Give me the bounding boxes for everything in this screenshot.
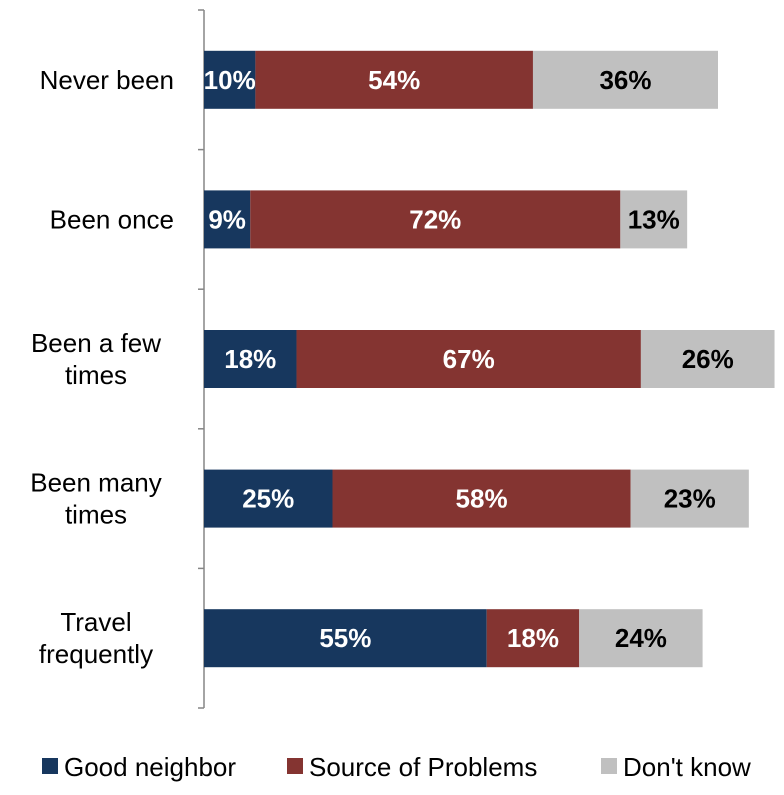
bar-segment-don-t-know [630, 469, 749, 528]
category-label-line: Been many [30, 468, 162, 498]
data-label: 18% [507, 623, 559, 653]
data-label: 72% [409, 204, 461, 234]
bar-segment-good-neighbor [204, 190, 251, 249]
data-label: 67% [443, 344, 495, 374]
bar-segment-good-neighbor [204, 330, 297, 388]
bar-segment-good-neighbor [204, 50, 256, 109]
legend-swatch [42, 758, 58, 774]
data-label: 9% [208, 204, 246, 234]
bar-segment-don-t-know [532, 50, 718, 109]
category-label: Never been [40, 65, 174, 95]
bar-segment-source-of-problems [486, 609, 580, 668]
data-label: 23% [664, 484, 716, 514]
category-label-line: times [65, 360, 127, 390]
data-label: 25% [242, 484, 294, 514]
category-label-line: Been a few [31, 328, 161, 358]
category-label: Travel frequently [39, 607, 153, 669]
legend-swatch [601, 758, 617, 774]
data-label: 36% [599, 65, 651, 95]
data-label: 55% [319, 623, 371, 653]
bar-segment-source-of-problems [250, 190, 621, 249]
legend-swatch [287, 758, 303, 774]
bar-segment-source-of-problems [255, 50, 533, 109]
category-label-line: Been once [50, 204, 174, 234]
category-label-line: frequently [39, 639, 153, 669]
category-label: Been many times [30, 468, 162, 530]
bar-segment-source-of-problems [296, 330, 641, 388]
category-label-line: Travel [60, 607, 131, 637]
bar-segment-good-neighbor [204, 609, 487, 668]
data-label: 24% [615, 623, 667, 653]
data-label: 58% [456, 484, 508, 514]
bar-segment-don-t-know [620, 190, 688, 249]
legend: Good neighbor Source of Problems Don't kno… [42, 752, 751, 782]
bar-segment-source-of-problems [332, 469, 631, 528]
bar-segment-good-neighbor [204, 469, 333, 528]
category-label: Been a few times [31, 328, 161, 390]
legend-label: Good neighbor [64, 752, 236, 782]
data-label: 26% [682, 344, 734, 374]
data-label: 13% [628, 204, 680, 234]
bar-segment-don-t-know [579, 609, 703, 668]
bar-segment-don-t-know [640, 330, 775, 388]
legend-label: Source of Problems [309, 752, 537, 782]
category-label: Been once [50, 204, 174, 234]
category-label-line: times [65, 500, 127, 530]
category-axis [198, 9, 205, 709]
data-label: 10% [204, 65, 256, 95]
legend-label: Don't know [623, 752, 751, 782]
data-label: 54% [368, 65, 420, 95]
data-label: 18% [224, 344, 276, 374]
category-label-line: Never been [40, 65, 174, 95]
plot-area: 10% 54% 36% 9% 72% 13% 18% 67% 26% 25% 58% 23% 55% 18… [204, 50, 775, 668]
